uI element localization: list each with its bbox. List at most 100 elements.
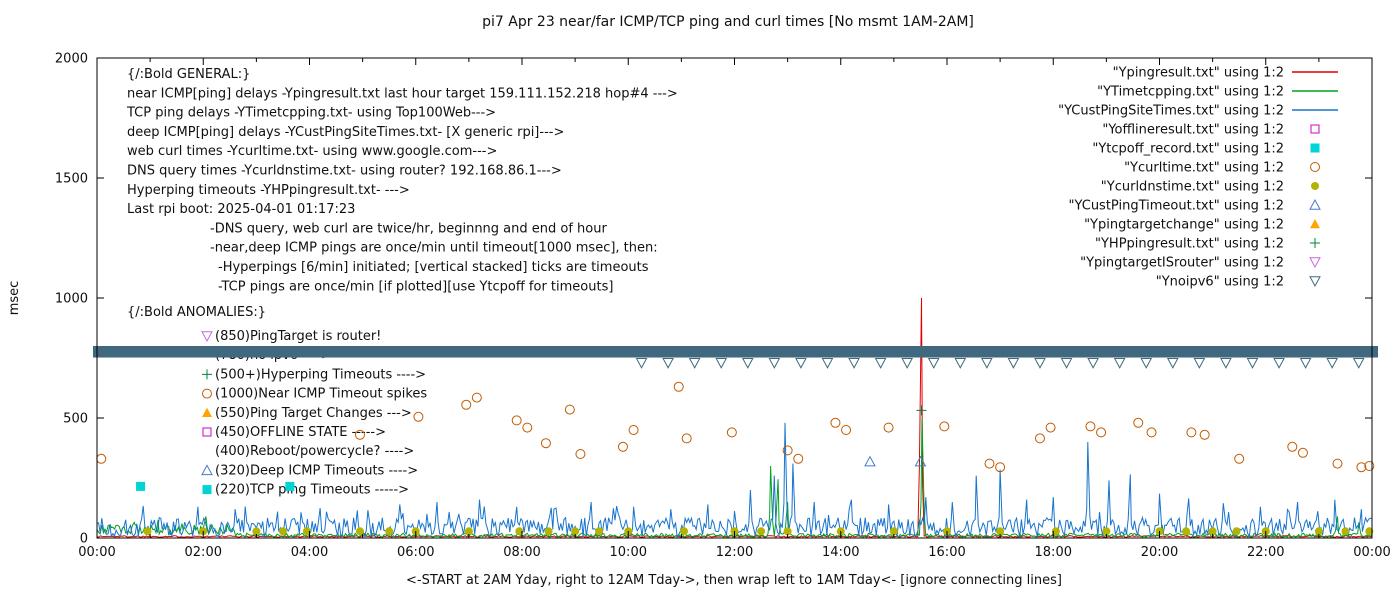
x-tick-label: 20:00 (1141, 545, 1178, 560)
point-Ycurltime.txt (673, 381, 684, 392)
noipv6-tick (715, 358, 728, 369)
legend-marker (1310, 162, 1320, 172)
point-Ycurldnstime.txt (1182, 527, 1191, 536)
x-tick-label: 08:00 (503, 545, 540, 560)
point-YCustPingTimeout.txt (864, 455, 876, 467)
legend-marker (1310, 143, 1320, 153)
general-note: -near,deep ICMP pings are once/min until… (210, 241, 658, 256)
anomaly-note: (400)Reboot/powercycle? ----> (215, 444, 414, 459)
legend-marker (1309, 276, 1321, 288)
noipv6-tick (635, 358, 648, 369)
noipv6-tick (741, 358, 754, 369)
x-axis-label: <-START at 2AM Yday, right to 12AM Tday-… (406, 573, 1062, 588)
point-Ycurltime.txt (1146, 427, 1157, 438)
point-Ycurldnstime.txt (1208, 527, 1217, 536)
point-Ycurltime.txt (995, 462, 1006, 473)
point-Ycurltime.txt (1356, 462, 1367, 473)
noipv6-tick (1166, 358, 1179, 369)
x-tick-label: 14:00 (822, 545, 859, 560)
legend-label: "YpingtargetISrouter" using 1:2 (1080, 256, 1284, 271)
anomaly-marker (202, 369, 212, 380)
legend-label: "Ycurltime.txt" using 1:2 (1124, 161, 1284, 176)
chart-title: pi7 Apr 23 near/far ICMP/TCP ping and cu… (482, 14, 974, 30)
legend-marker (1309, 257, 1321, 269)
point-Ycurltime.txt (471, 392, 482, 403)
point-Ycurldnstime.txt (544, 527, 553, 536)
legend-marker (1309, 198, 1321, 210)
point-Ycurltime.txt (841, 425, 852, 435)
point-Ycurldnstime.txt (385, 527, 394, 536)
y-tick-label: 500 (63, 412, 88, 427)
general-note: DNS query times -Ycurldnstime.txt- using… (127, 164, 562, 179)
point-Ycurltime.txt (782, 445, 793, 456)
point-Ycurldnstime.txt (595, 527, 604, 536)
point-Ycurldnstime.txt (1232, 527, 1241, 536)
point-Ycurltime.txt (522, 422, 533, 433)
noipv6-tick (821, 358, 834, 369)
anomaly-note: (450)OFFLINE STATE -----> (215, 425, 386, 440)
anomaly-marker (201, 331, 213, 343)
point-Ycurltime.txt (628, 425, 639, 435)
general-note: {/:Bold GENERAL:} (127, 67, 250, 82)
point-Ytcpoff_record.txt (285, 481, 295, 491)
general-note: deep ICMP[ping] delays -YCustPingSiteTim… (127, 125, 564, 140)
x-tick-label: 22:00 (1247, 545, 1284, 560)
point-Ytcpoff_record.txt (136, 481, 146, 491)
noipv6-tick (954, 358, 967, 369)
noipv6-tick (1060, 358, 1073, 369)
point-Ycurldnstime.txt (1341, 527, 1350, 536)
point-Ycurldnstime.txt (1365, 527, 1374, 536)
anomaly-note: (500+)Hyperping Timeouts ----> (215, 367, 426, 382)
point-Ycurltime.txt (1096, 427, 1107, 438)
points-layer (96, 381, 1375, 536)
point-Ycurldnstime.txt (571, 527, 580, 536)
noipv6-tick (848, 358, 860, 369)
point-Ycurltime.txt (413, 411, 424, 422)
point-Ycurltime.txt (1085, 421, 1096, 432)
general-note: Last rpi boot: 2025-04-01 01:17:23 (127, 202, 355, 217)
point-Ycurltime.txt (564, 404, 575, 415)
point-Ycurltime.txt (617, 441, 628, 452)
point-Ycurltime.txt (1199, 429, 1210, 440)
point-Ycurldnstime.txt (143, 527, 152, 536)
annotations-layer: {/:Bold GENERAL:} near ICMP[ping] delays … (126, 67, 678, 498)
general-note: -TCP pings are once/min [if plotted][use… (218, 279, 613, 294)
noipv6-tick (1140, 358, 1153, 369)
x-tick-label: 16:00 (928, 545, 965, 560)
legend: "Ypingresult.txt" using 1:2 "YTimetcpping… (1058, 66, 1338, 290)
x-tick-label: 02:00 (185, 545, 222, 560)
anomaly-note: (850)PingTarget is router! (215, 329, 381, 344)
point-YHPpingresult.txt (916, 405, 927, 416)
noipv6-tick (1326, 358, 1338, 369)
legend-marker (1310, 124, 1320, 134)
y-tick-label: 2000 (55, 52, 88, 67)
noipv6-tick (1193, 358, 1206, 369)
point-Ycurltime.txt (96, 453, 107, 464)
axis-ticks-layer: 0 500 1000 1500 2000 00:00 02:00 04:00 06:00 08:0… (55, 52, 1391, 561)
point-Ycurltime.txt (681, 433, 692, 444)
noipv6-tick (927, 358, 940, 369)
general-note: web curl times -Ycurltime.txt- using www… (127, 144, 497, 159)
general-note: Hyperping timeouts -YHPpingresult.txt- -… (127, 183, 410, 198)
legend-label: "Ynoipv6" using 1:2 (1156, 275, 1284, 290)
point-Ycurltime.txt (1045, 422, 1056, 433)
legend-label: "YCustPingTimeout.txt" using 1:2 (1069, 199, 1284, 214)
point-Ycurltime.txt (1034, 433, 1045, 444)
anomaly-marker (202, 427, 212, 437)
x-tick-label: 00:00 (78, 545, 115, 560)
noipv6-tick (874, 358, 887, 369)
legend-marker (1311, 182, 1319, 190)
x-tick-label: 12:00 (716, 545, 753, 560)
point-Ycurltime.txt (461, 399, 472, 410)
point-Ycurltime.txt (1297, 447, 1308, 458)
point-Ycurldnstime.txt (1051, 527, 1060, 536)
y-axis-label: msec (7, 281, 22, 316)
general-note: TCP ping delays -YTimetcpping.txt- using… (126, 106, 496, 121)
x-tick-label: 10:00 (610, 545, 647, 560)
x-tick-label: 18:00 (1035, 545, 1072, 560)
legend-marker (1310, 238, 1320, 248)
noipv6-band (93, 346, 1378, 358)
noipv6-tick (795, 358, 807, 369)
